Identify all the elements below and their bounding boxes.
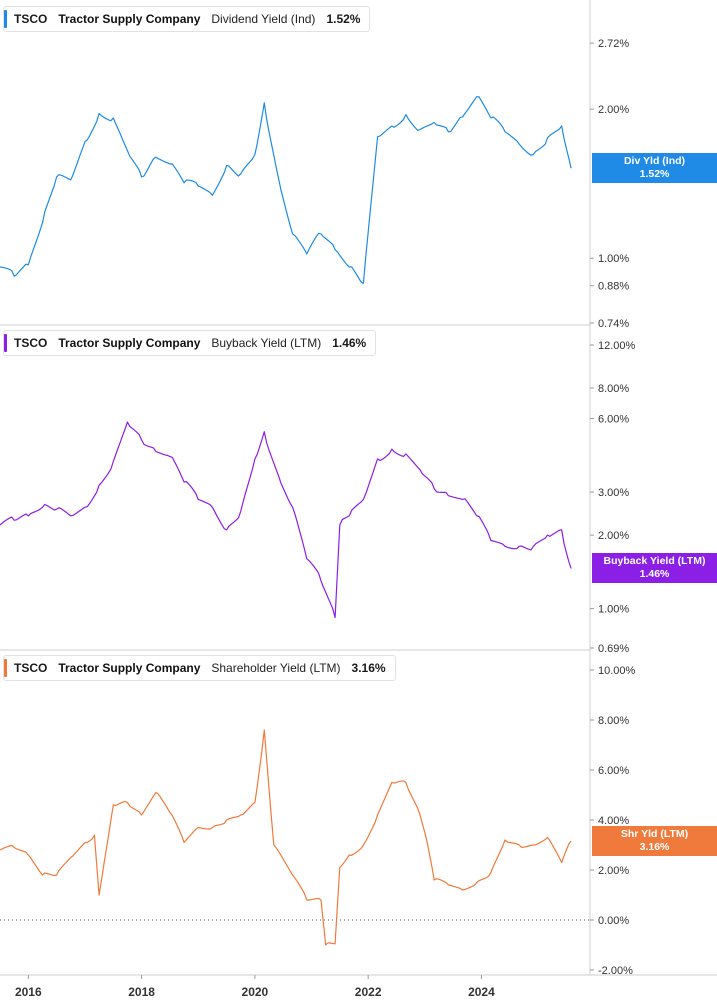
legend-buyback-yield: TSCO Tractor Supply Company Buyback Yiel… <box>3 330 377 356</box>
y-tick-label: 8.00% <box>598 715 629 727</box>
badge-series-value: 3.16% <box>639 841 670 853</box>
y-tick-label: 1.00% <box>598 604 629 616</box>
x-tick-label: 2020 <box>242 985 269 999</box>
legend-metric: Dividend Yield (Ind) <box>211 12 316 26</box>
badge-series-name: Buyback Yield (LTM) <box>603 555 706 568</box>
legend-ticker: TSCO <box>14 12 48 26</box>
y-tick-label: 6.00% <box>598 414 629 426</box>
x-tick-label: 2018 <box>128 985 155 999</box>
y-tick-label: 10.00% <box>598 665 636 677</box>
legend-metric: Buyback Yield (LTM) <box>211 336 322 350</box>
legend-color-bar <box>4 10 7 28</box>
legend-color-bar <box>4 659 7 677</box>
series-line-1 <box>0 421 572 619</box>
last-value-badge-buyback: Buyback Yield (LTM) 1.46% <box>592 553 717 584</box>
legend-latest-value: 1.46% <box>332 336 367 350</box>
legend-latest-value: 3.16% <box>351 661 386 675</box>
y-tick-label: 8.00% <box>598 383 629 395</box>
legend-ticker: TSCO <box>14 661 48 675</box>
legend-metric: Shareholder Yield (LTM) <box>211 661 341 675</box>
y-tick-label: 3.00% <box>598 487 629 499</box>
y-tick-label: 0.88% <box>598 281 629 293</box>
series-line-0 <box>0 96 572 284</box>
last-value-badge-shareholder: Shr Yld (LTM) 3.16% <box>592 826 717 856</box>
y-tick-label: 4.00% <box>598 815 629 827</box>
legend-color-bar <box>4 334 7 352</box>
legend-company: Tractor Supply Company <box>58 12 201 26</box>
x-tick-label: 2024 <box>468 985 495 999</box>
legend-company: Tractor Supply Company <box>58 336 201 350</box>
badge-series-name: Div Yld (Ind) <box>623 155 686 168</box>
y-tick-label: 0.74% <box>598 318 629 330</box>
y-tick-label: 0.00% <box>598 915 629 927</box>
y-tick-label: 2.00% <box>598 104 629 116</box>
badge-series-value: 1.52% <box>639 168 670 181</box>
legend-ticker: TSCO <box>14 336 48 350</box>
legend-latest-value: 1.52% <box>326 12 361 26</box>
badge-series-value: 1.46% <box>639 568 670 581</box>
y-tick-label: 2.72% <box>598 38 629 50</box>
legend-company: Tractor Supply Company <box>58 661 201 675</box>
y-tick-label: -2.00% <box>598 965 633 977</box>
y-tick-label: 6.00% <box>598 765 629 777</box>
badge-series-name: Shr Yld (LTM) <box>620 828 689 840</box>
y-tick-label: 2.00% <box>598 530 629 542</box>
y-tick-label: 12.00% <box>598 340 636 352</box>
y-tick-label: 0.69% <box>598 643 629 655</box>
series-line-2 <box>0 729 572 946</box>
legend-dividend-yield: TSCO Tractor Supply Company Dividend Yie… <box>3 6 371 32</box>
x-tick-label: 2016 <box>15 985 42 999</box>
last-value-badge-dividend: Div Yld (Ind) 1.52% <box>592 153 717 184</box>
y-tick-label: 1.00% <box>598 253 629 265</box>
legend-shareholder-yield: TSCO Tractor Supply Company Shareholder … <box>3 655 396 681</box>
y-tick-label: 2.00% <box>598 865 629 877</box>
x-tick-label: 2022 <box>355 985 382 999</box>
